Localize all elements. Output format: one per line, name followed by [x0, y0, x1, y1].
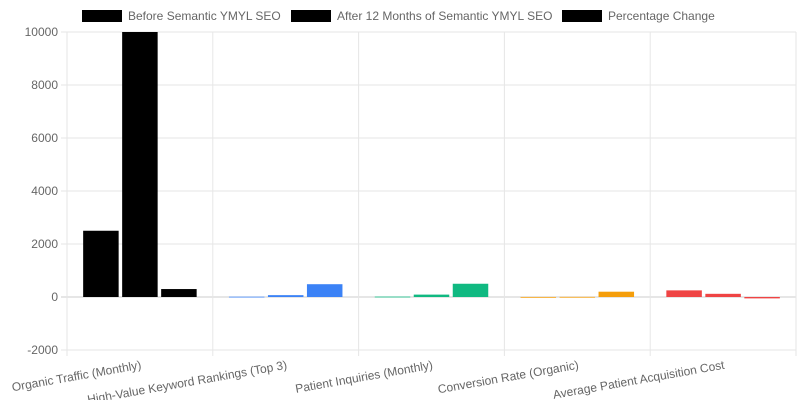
legend-item-percentage[interactable]: Percentage Change	[562, 7, 715, 25]
bar[interactable]	[666, 290, 702, 297]
legend-item-before[interactable]: Before Semantic YMYL SEO	[82, 7, 281, 25]
bars	[83, 32, 780, 299]
bar[interactable]	[122, 32, 158, 297]
y-tick-label: 6000	[31, 131, 58, 145]
x-tick-label: Patient Inquiries (Monthly)	[294, 358, 434, 396]
y-tick-label: 10000	[25, 25, 59, 39]
y-tick-label: -2000	[27, 343, 58, 357]
legend-label: After 12 Months of Semantic YMYL SEO	[337, 9, 553, 23]
bar[interactable]	[83, 230, 119, 297]
legend-label: Percentage Change	[608, 9, 715, 23]
bar[interactable]	[598, 291, 635, 297]
legend-swatch	[82, 10, 122, 22]
grid-lines	[61, 31, 797, 356]
y-tick-label: 8000	[31, 78, 58, 92]
bar[interactable]	[413, 294, 450, 297]
legend-swatch	[562, 10, 602, 22]
x-axis-ticks: Organic Traffic (Monthly)High-Value Keyw…	[11, 358, 726, 400]
bar[interactable]	[228, 296, 265, 298]
bar[interactable]	[705, 293, 741, 297]
y-tick-label: 0	[51, 290, 58, 304]
bar[interactable]	[744, 297, 780, 299]
bar[interactable]	[267, 295, 304, 297]
bar[interactable]	[306, 284, 343, 297]
bar[interactable]	[161, 289, 197, 297]
chart-legend: Before Semantic YMYL SEO After 12 Months…	[0, 7, 800, 25]
y-tick-label: 2000	[31, 237, 58, 251]
legend-swatch	[291, 10, 331, 22]
legend-label: Before Semantic YMYL SEO	[128, 9, 281, 23]
y-tick-label: 4000	[31, 184, 58, 198]
legend-item-after[interactable]: After 12 Months of Semantic YMYL SEO	[291, 7, 552, 25]
bar[interactable]	[559, 296, 596, 298]
y-axis-ticks: -2000 0 2000 4000 6000 8000 10000	[25, 25, 59, 357]
bar[interactable]	[520, 296, 557, 298]
bar[interactable]	[374, 296, 411, 298]
bar[interactable]	[452, 283, 489, 297]
